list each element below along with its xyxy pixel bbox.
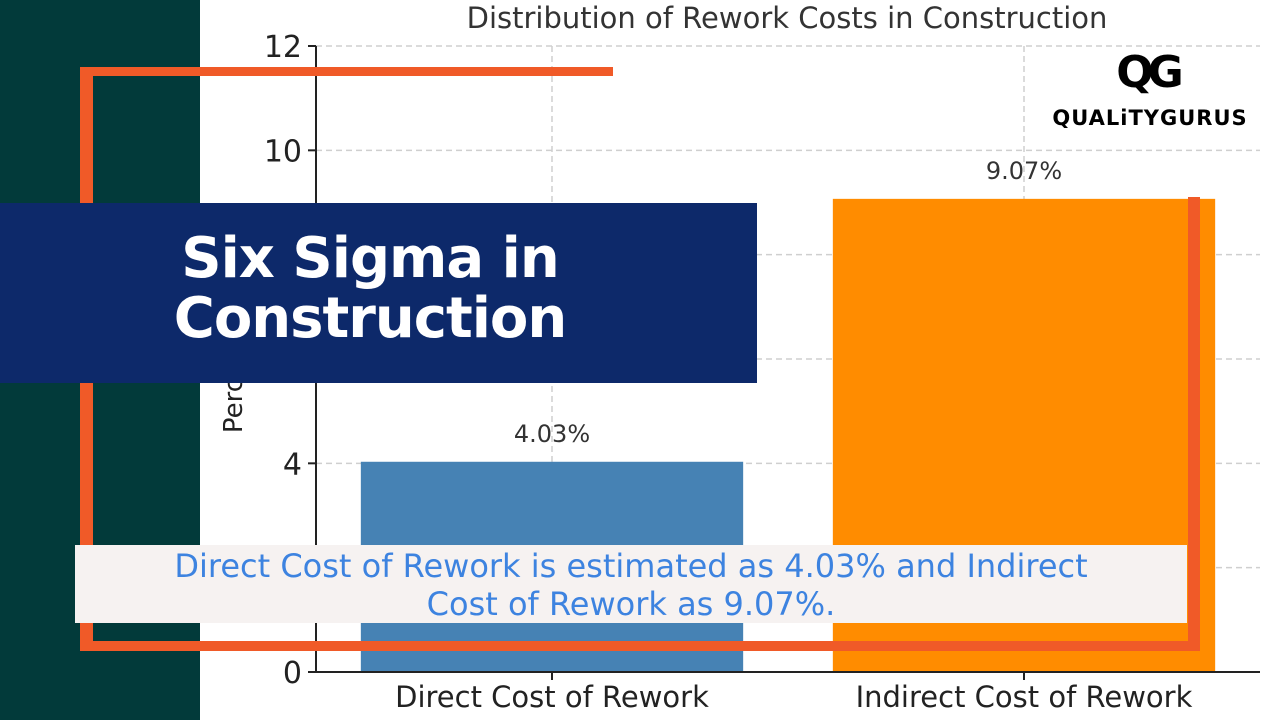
frame-bottom-line (80, 641, 1200, 651)
qualitygurus-logo: QG QUALiTYGURUS (1040, 50, 1260, 140)
y-tick-label: 0 (283, 656, 302, 691)
x-tick-label: Indirect Cost of Rework (856, 680, 1193, 714)
y-tick-label: 10 (264, 134, 302, 169)
caption-text: Direct Cost of Rework is estimated as 4.… (174, 547, 1088, 623)
logo-text: QUALiTYGURUS (1052, 106, 1248, 130)
chart-title: Distribution of Rework Costs in Construc… (467, 1, 1108, 35)
frame-top-line (80, 67, 613, 76)
frame-right-line (1188, 197, 1200, 651)
bar-value-label: 9.07% (986, 157, 1062, 185)
title-banner: Six Sigma in Construction (0, 203, 757, 383)
y-tick-label: 4 (283, 447, 302, 482)
bar-value-label: 4.03% (514, 420, 590, 448)
caption-box: Direct Cost of Rework is estimated as 4.… (75, 545, 1187, 623)
x-tick-label: Direct Cost of Rework (395, 680, 709, 714)
logo-mark: QG (1116, 47, 1184, 98)
y-tick-label: 12 (264, 30, 302, 65)
page-title: Six Sigma in Construction (173, 226, 568, 351)
